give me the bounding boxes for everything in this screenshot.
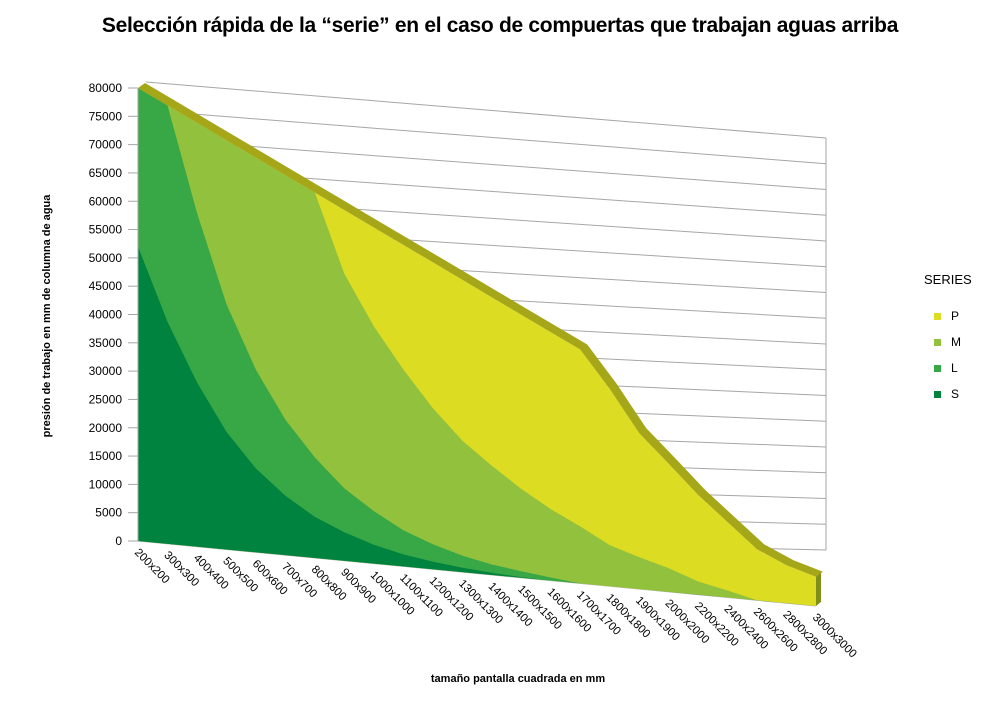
y-tick-label: 35000 (89, 336, 123, 350)
y-tick-label: 25000 (89, 392, 123, 406)
legend-label: S (951, 387, 960, 401)
gridline (145, 81, 827, 139)
legend-swatch (934, 390, 941, 398)
y-tick-label: 75000 (89, 109, 123, 123)
area-series-l (138, 88, 816, 606)
y-tick-label: 10000 (89, 477, 123, 491)
y-axis-label: presión de trabajo en mm de columna de a… (41, 194, 53, 438)
y-tick-label: 5000 (95, 506, 122, 520)
legend-item-p: P (924, 303, 994, 329)
area-layer (138, 83, 823, 606)
area-end-face (816, 572, 821, 606)
legend-label: P (951, 309, 960, 323)
legend-swatch (934, 312, 941, 320)
legend-swatch (934, 338, 941, 346)
legend-item-s: S (924, 381, 994, 407)
chart-title: Selección rápida de la “serie” en el cas… (101, 14, 899, 37)
legend-title: SERIES (924, 272, 972, 287)
legend-label: M (951, 335, 961, 349)
y-tick-label: 60000 (89, 194, 123, 208)
y-tick-label: 20000 (89, 421, 123, 435)
gridline (145, 138, 827, 190)
legend-label: L (951, 361, 958, 375)
legend-swatch (934, 364, 941, 372)
y-tick-label: 70000 (89, 138, 123, 152)
legend-item-m: M (924, 329, 994, 355)
y-tick-label: 40000 (89, 308, 123, 322)
y-tick-label: 30000 (89, 364, 123, 378)
y-tick-label: 45000 (89, 279, 123, 293)
y-tick-label: 55000 (89, 223, 123, 237)
y-tick-label: 0 (115, 534, 122, 548)
x-axis-label: tamaño pantalla cuadrada en mm (431, 673, 605, 685)
y-axis-ticks: 0 5000 10000 15000 20000 25000 30000 35000 40000… (89, 81, 139, 548)
area-series-s (138, 246, 816, 606)
y-tick-label: 50000 (89, 251, 123, 265)
y-tick-label: 80000 (89, 81, 123, 95)
y-tick-label: 65000 (89, 166, 123, 180)
legend-item-l: L (924, 355, 994, 381)
gridline (145, 109, 827, 165)
y-tick-label: 15000 (89, 449, 123, 463)
